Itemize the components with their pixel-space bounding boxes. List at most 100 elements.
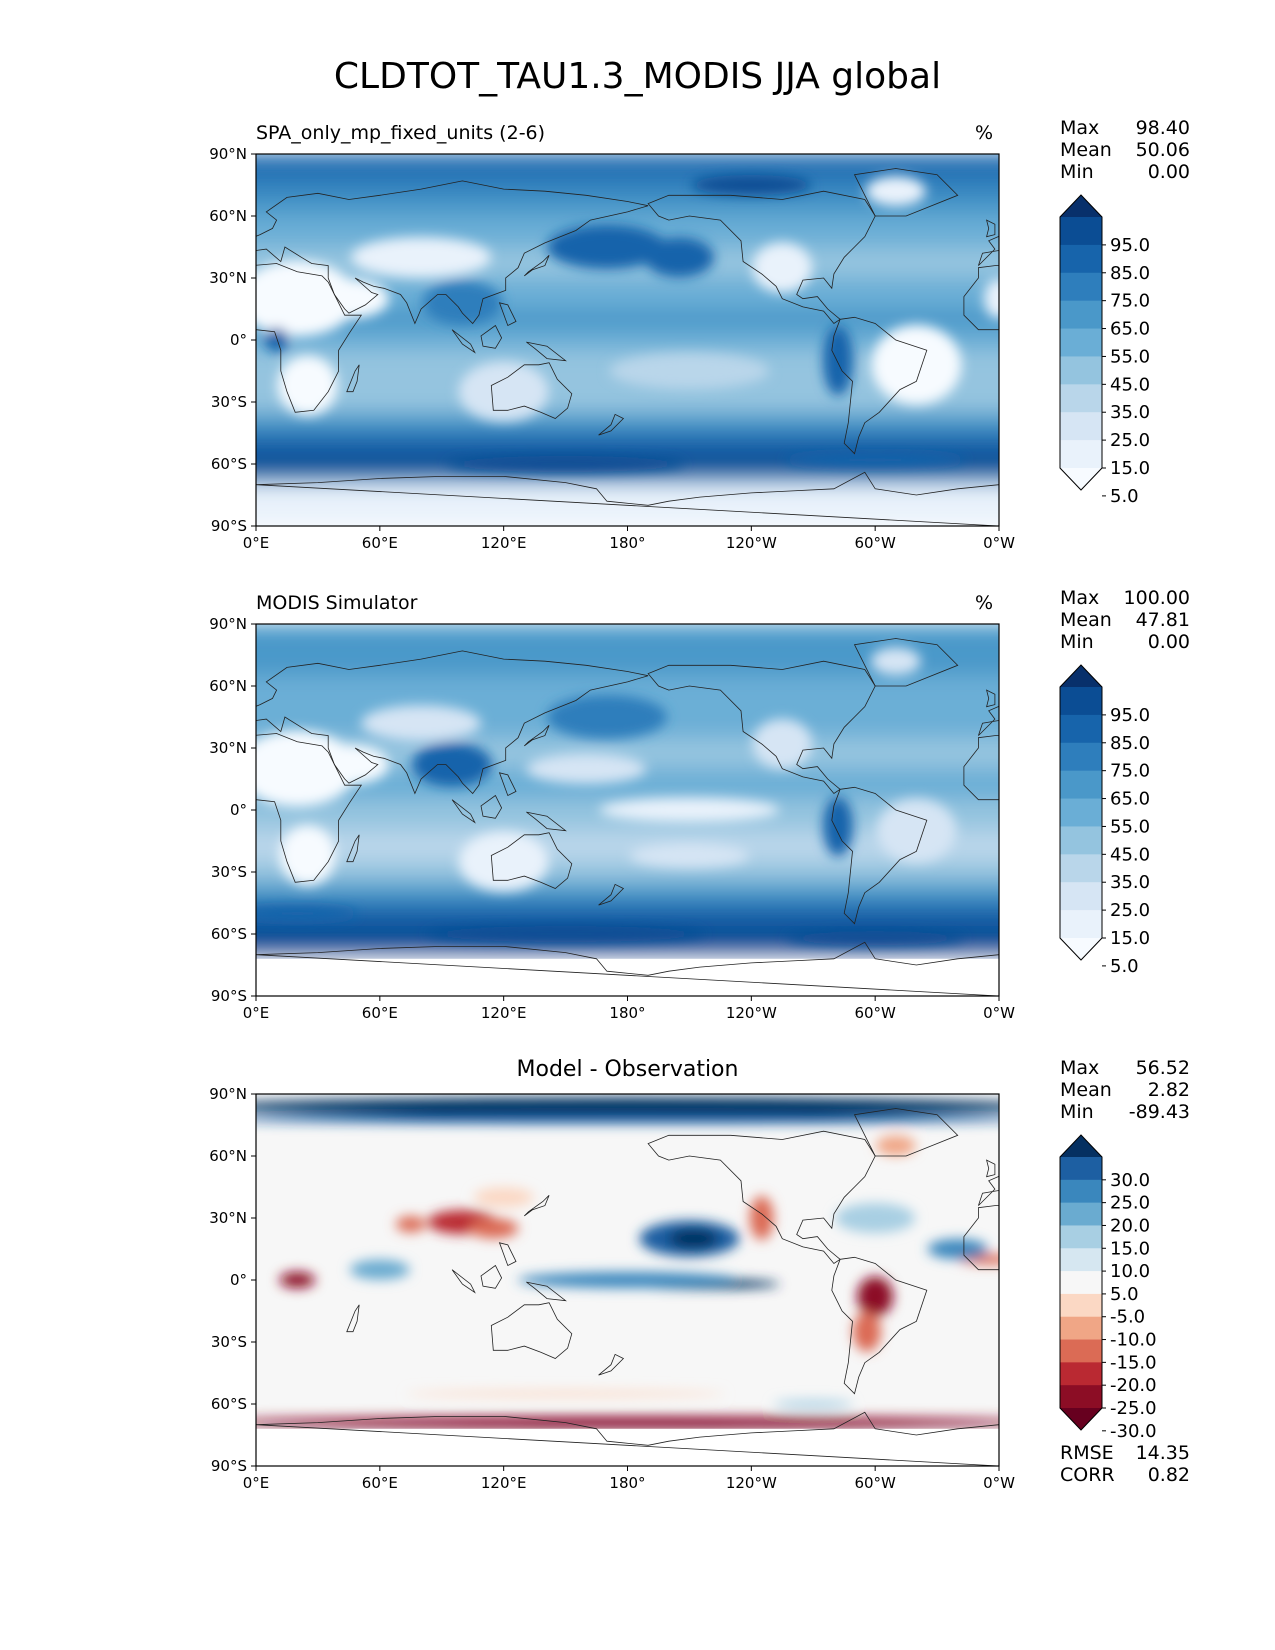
colorbar-swatch [1060, 217, 1102, 246]
colorbar-tick-label: 15.0 [1110, 458, 1150, 479]
lon-tick-label: 120°W [726, 1004, 777, 1022]
colorbar-swatch [1060, 687, 1102, 716]
panel-2-units: % [975, 592, 994, 614]
colorbar-tick-label: -15.0 [1110, 1352, 1157, 1373]
colorbar-swatch [1060, 1385, 1102, 1409]
colorbar-swatch [1060, 714, 1102, 744]
panel-1-title: SPA_only_mp_fixed_units (2-6) [256, 122, 546, 144]
colorbar-tick-label: 30.0 [1110, 1170, 1150, 1191]
colorbar-tick-label: 35.0 [1110, 872, 1150, 893]
lat-tick-label: 90°S [211, 517, 247, 535]
lat-tick-label: 30°S [211, 1333, 247, 1351]
lat-tick-label: 90°S [211, 1457, 247, 1475]
lon-tick-label: 120°W [726, 534, 777, 552]
lon-tick-label: 0°W [983, 1004, 1015, 1022]
colorbar-swatch [1060, 826, 1102, 855]
colorbar-tick-label: 65.0 [1110, 319, 1150, 340]
colorbar-swatch [1060, 1362, 1102, 1386]
colorbar-tick-label: 55.0 [1110, 346, 1150, 367]
colorbar-swatch [1060, 1157, 1102, 1181]
colorbar-tick-label: 45.0 [1110, 844, 1150, 865]
lat-tick-label: 90°N [209, 615, 247, 633]
lon-tick-label: 0°E [243, 1474, 270, 1492]
colorbar-swatch [1060, 882, 1102, 911]
colorbar-swatch [1060, 910, 1102, 939]
colorbar-extend-min [1060, 938, 1102, 960]
colorbar-swatch [1060, 440, 1102, 469]
lon-tick-label: 0°E [243, 534, 270, 552]
colorbar-swatch [1060, 272, 1102, 302]
lon-tick-label: 0°W [983, 534, 1015, 552]
lat-tick-label: 60°N [209, 677, 247, 695]
colorbar-swatch [1060, 1339, 1102, 1363]
colorbar-extend-max [1060, 195, 1102, 217]
colorbar-swatch [1060, 1179, 1102, 1204]
colorbar-extend-min [1060, 1408, 1102, 1430]
lat-tick-label: 90°N [209, 1085, 247, 1103]
panel-3-metrics: RMSE 14.35 CORR 0.82 [1060, 1442, 1190, 1486]
colorbar-tick-label: 20.0 [1110, 1215, 1150, 1236]
colorbar-tick-label: -20.0 [1110, 1375, 1157, 1396]
lat-tick-label: 60°N [209, 1147, 247, 1165]
colorbar-swatch [1060, 244, 1102, 274]
colorbar-tick-label: 15.0 [1110, 928, 1150, 949]
lon-tick-label: 120°E [481, 534, 527, 552]
colorbar-tick-label: 75.0 [1110, 761, 1150, 782]
lon-tick-label: 120°E [481, 1474, 527, 1492]
colorbar-tick-label: 5.0 [1110, 486, 1139, 507]
lat-tick-label: 30°N [209, 1209, 247, 1227]
lat-tick-label: 30°N [209, 739, 247, 757]
lat-tick-label: 0° [230, 801, 247, 819]
colorbar-tick-label: 35.0 [1110, 402, 1150, 423]
lat-tick-label: 60°S [211, 455, 247, 473]
lon-tick-label: 0°E [243, 1004, 270, 1022]
colorbar-extend-max [1060, 665, 1102, 687]
colorbar-swatch [1060, 1248, 1102, 1272]
colorbar-swatch [1060, 1225, 1102, 1249]
lat-tick-label: 90°N [209, 145, 247, 163]
lon-tick-label: 180° [609, 1004, 645, 1022]
lon-tick-label: 120°W [726, 1474, 777, 1492]
lat-tick-label: 60°S [211, 1395, 247, 1413]
panel-2-title: MODIS Simulator [256, 592, 418, 614]
colorbar-tick-label: -10.0 [1110, 1330, 1157, 1351]
panel-3-title: Model - Observation [516, 1057, 739, 1082]
lon-tick-label: 60°E [362, 1004, 398, 1022]
colorbar-tick-label: 5.0 [1110, 1284, 1139, 1305]
colorbar-swatch [1060, 1316, 1102, 1341]
colorbar-tick-label: 65.0 [1110, 789, 1150, 810]
colorbar-tick-label: -30.0 [1110, 1421, 1157, 1442]
colorbar-swatch [1060, 854, 1102, 883]
colorbar-swatch [1060, 770, 1102, 800]
lon-tick-label: 60°W [854, 1004, 896, 1022]
colorbar-swatch [1060, 1293, 1102, 1318]
panel-1-stats: Max 98.40 Mean 50.06 Min 0.00 [1060, 117, 1190, 183]
lon-tick-label: 180° [609, 1474, 645, 1492]
panel-1-units: % [975, 122, 994, 144]
lat-tick-label: 90°S [211, 987, 247, 1005]
lat-tick-label: 30°N [209, 269, 247, 287]
colorbar-tick-label: 25.0 [1110, 430, 1150, 451]
colorbar-swatch [1060, 356, 1102, 385]
panel-2-colorbar: 95.0 85.0 75.0 65.0 55.0 45.0 35.0 25.0 15.0 5.0 [1059, 664, 1150, 977]
panel-2-map [256, 624, 999, 996]
panel-3-stats: Max 56.52 Mean 2.82 Min -89.43 [1060, 1057, 1190, 1123]
colorbar-tick-label: 55.0 [1110, 816, 1150, 837]
panel-1-map [256, 154, 999, 526]
lat-tick-label: 60°N [209, 207, 247, 225]
colorbar-tick-label: 5.0 [1110, 956, 1139, 977]
colorbar-swatch [1060, 300, 1102, 330]
figure-title: CLDTOT_TAU1.3_MODIS JJA global [333, 56, 942, 97]
colorbar-swatch [1060, 1271, 1102, 1295]
lon-tick-label: 60°W [854, 1474, 896, 1492]
lat-tick-label: 0° [230, 331, 247, 349]
panel-2-stats: Max 100.00 Mean 47.81 Min 0.00 [1060, 587, 1190, 653]
colorbar-swatch [1060, 798, 1102, 827]
panel-1-colorbar: 95.0 85.0 75.0 65.0 55.0 45.0 35.0 25.0 15.0 5.0 [1059, 194, 1150, 507]
colorbar-tick-label: 85.0 [1110, 263, 1150, 284]
lon-tick-label: 180° [609, 534, 645, 552]
panel-3-colorbar: 30.025.020.015.010.05.0-5.0-10.0-15.0-20… [1059, 1134, 1157, 1442]
lon-tick-label: 120°E [481, 1004, 527, 1022]
lon-tick-label: 60°W [854, 534, 896, 552]
colorbar-tick-label: 75.0 [1110, 291, 1150, 312]
